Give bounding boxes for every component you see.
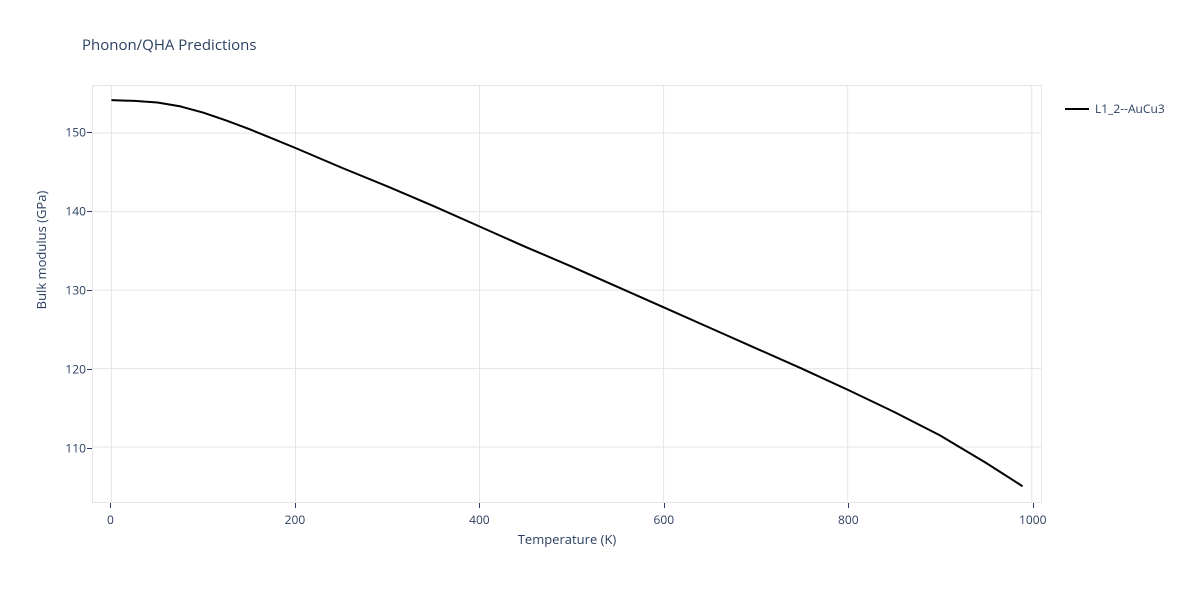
x-tick-label: 400 <box>469 511 490 528</box>
y-tick-label: 120 <box>62 360 86 377</box>
x-tick-label: 0 <box>107 511 114 528</box>
legend-item-label[interactable]: L1_2--AuCu3 <box>1095 100 1165 117</box>
y-tick-label: 130 <box>62 282 86 299</box>
x-tick-label: 600 <box>654 511 675 528</box>
line-layer <box>93 86 1041 502</box>
series-line[interactable] <box>111 100 1022 486</box>
y-tick-label: 150 <box>62 124 86 141</box>
y-tick-label: 110 <box>62 439 86 456</box>
x-tick-label: 800 <box>838 511 859 528</box>
chart-title: Phonon/QHA Predictions <box>82 35 257 55</box>
x-tick-label: 1000 <box>1019 511 1046 528</box>
x-tick-label: 200 <box>285 511 306 528</box>
legend[interactable]: L1_2--AuCu3 <box>1065 100 1165 117</box>
y-axis-label: Bulk modulus (GPa) <box>32 100 50 400</box>
plot-area[interactable] <box>92 85 1042 503</box>
legend-swatch-line-icon <box>1065 108 1089 110</box>
chart-container: Phonon/QHA Predictions 0 200 400 600 800 1000… <box>0 0 1200 600</box>
x-axis-label: Temperature (K) <box>92 530 1042 548</box>
y-tick-label: 140 <box>62 203 86 220</box>
